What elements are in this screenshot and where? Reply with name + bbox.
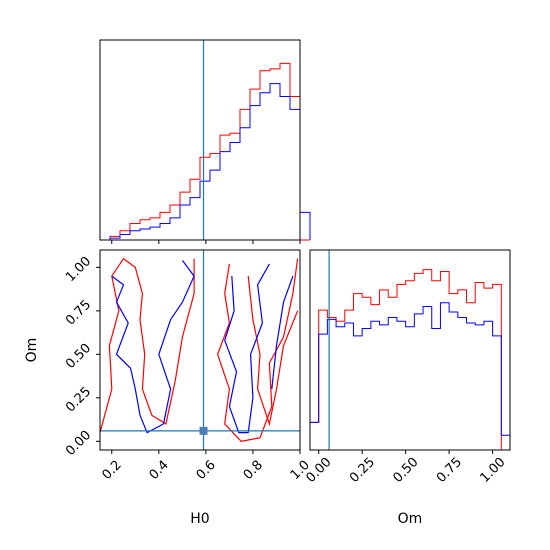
h0-tick-label-3: 0.8 <box>241 458 266 483</box>
om-tick-label-3: 0.75 <box>434 455 465 486</box>
h0-histogram-panel <box>99 39 311 244</box>
contour-series-1-0 <box>111 260 195 434</box>
contour-series-0-0 <box>100 257 195 433</box>
om-hist-frame <box>309 249 511 451</box>
om-ytick-label-1: 0.25 <box>63 384 94 415</box>
contour-frame <box>99 249 301 451</box>
om-tick-label-2: 0.50 <box>390 455 421 486</box>
om-ytick-label-3: 0.75 <box>63 297 94 328</box>
h0-axis-label: H0 <box>190 511 209 527</box>
contour-lines <box>100 257 299 442</box>
om-ytick-label-2: 0.50 <box>63 341 94 372</box>
om-tick-label-0: 0.00 <box>304 455 335 486</box>
contour-series-1-2 <box>271 275 294 390</box>
om-histogram-panel: 0.00 0.25 0.50 0.75 1.00 <box>304 249 511 486</box>
om-hist-series-0 <box>309 269 510 451</box>
contour-series-0-2 <box>247 276 299 427</box>
h0-hist-series-1 <box>100 83 311 241</box>
contour-series-0-1 <box>216 258 299 442</box>
om-hist-series-1 <box>309 302 511 450</box>
contour-series-1-1 <box>224 263 270 434</box>
om-ytick-label-4: 1.00 <box>63 254 94 285</box>
h0-tick-label-1: 0.4 <box>147 458 172 483</box>
h0-om-contour-panel: 0.2 0.4 0.6 0.8 1.00.000.250.500.751.00 <box>63 249 313 483</box>
om-ytick-label-0: 0.00 <box>63 428 94 459</box>
h0-tick-label-2: 0.6 <box>194 458 219 483</box>
axis-labels: H0 Om Om <box>24 338 422 527</box>
om-axis-label: Om <box>398 511 423 527</box>
om-y-axis-label: Om <box>24 338 40 363</box>
h0-tick-label-0: 0.2 <box>100 458 125 483</box>
om-tick-label-4: 1.00 <box>477 455 508 486</box>
truth-marker <box>199 426 208 435</box>
h0-hist-frame <box>99 39 301 241</box>
om-tick-label-1: 0.25 <box>347 455 378 486</box>
h0-hist-series-0 <box>100 62 310 241</box>
